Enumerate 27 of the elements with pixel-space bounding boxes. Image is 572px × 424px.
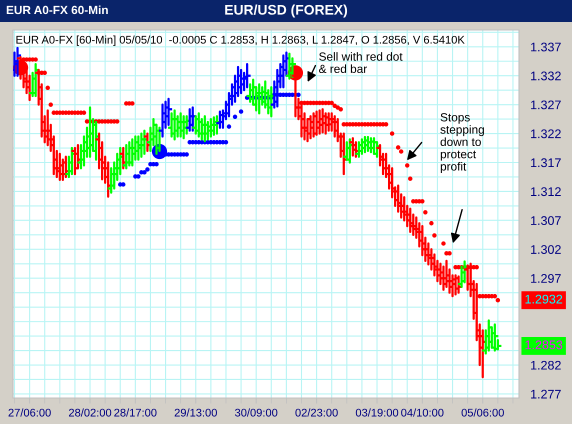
text: 1.2932 — [526, 294, 562, 304]
y-tick-label: 1.282 — [531, 360, 561, 370]
y-tick-label: 1.307 — [531, 216, 561, 226]
y-tick-label: 1.327 — [531, 100, 561, 110]
y-tick-label: 1.317 — [531, 158, 561, 168]
y-tick-label: 1.332 — [531, 72, 561, 80]
chart-title: EUR/USD (FOREX) — [225, 4, 348, 18]
y-tick-label: 1.277 — [531, 390, 561, 398]
x-tick-label: 28/02:00 — [68, 408, 112, 417]
annotation: Sell with red dot & red bar — [319, 52, 403, 74]
y-tick-label: 1.302 — [531, 245, 561, 254]
x-tick-label: 29/13:00 — [174, 408, 217, 417]
y-tick-label: 1.337 — [531, 42, 561, 52]
chart-subtitle: EUR A0-FX [60-Min] 05/05/10 -0.0005 C 1.2853, H 1.2863, L 1.2847, O 1.2856, V 6.5410K — [16, 36, 465, 46]
x-tick-label: 27/06:00 — [8, 408, 51, 417]
x-tick-label: 02/23:00 — [295, 408, 338, 417]
y-tick-label: 1.312 — [531, 187, 561, 196]
text: EUR A0-FX 60-Min — [6, 6, 108, 14]
x-tick-label: 05/06:00 — [462, 408, 504, 417]
y-tick-label: 1.322 — [531, 129, 561, 138]
x-tick-label: 30/09:00 — [234, 408, 278, 417]
annotation: Stops stepping down to protect profit — [440, 113, 484, 173]
y-tick-label: 1.297 — [531, 274, 561, 283]
x-tick-label: 04/10:00 — [401, 408, 444, 417]
text: 1.2853 — [526, 340, 562, 350]
x-tick-label: 28/17:00 — [114, 408, 157, 417]
x-tick-label: 03/19:00 — [356, 408, 398, 417]
